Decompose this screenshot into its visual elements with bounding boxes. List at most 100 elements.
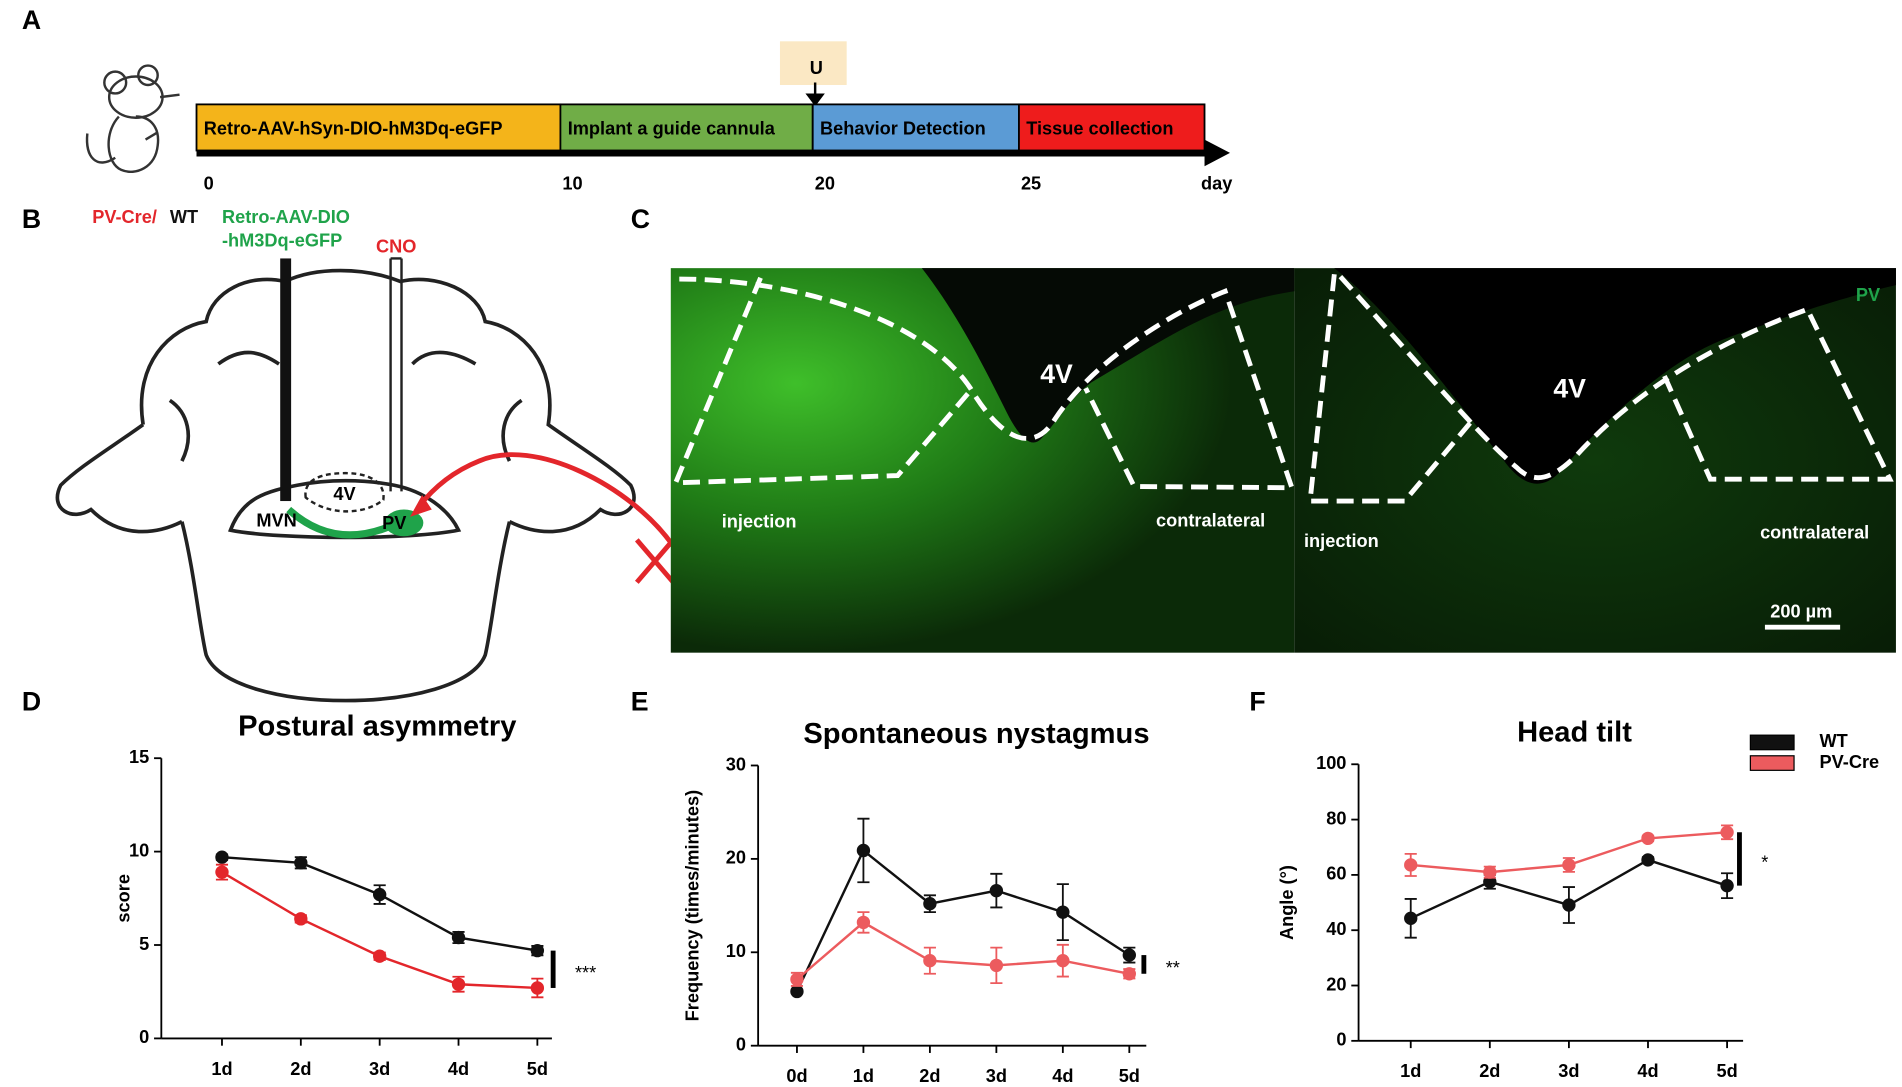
y-tick-label: 0 xyxy=(1336,1030,1346,1050)
data-point xyxy=(1483,865,1497,879)
legend-label: WT xyxy=(1820,731,1848,751)
data-point xyxy=(1404,858,1418,872)
timeline-tick: 0 xyxy=(204,173,214,193)
y-axis-label: Angle (°) xyxy=(1277,865,1297,940)
data-point xyxy=(451,977,466,991)
data-point xyxy=(1122,948,1136,962)
x-tick-label: 4d xyxy=(448,1059,469,1079)
data-point xyxy=(373,887,387,902)
x-tick-label: 5d xyxy=(527,1059,548,1079)
panel-letter: D xyxy=(22,687,41,717)
x-tick-label: 1d xyxy=(1400,1061,1421,1081)
data-point xyxy=(294,856,308,870)
pv-label: PV xyxy=(382,513,406,533)
virus-label: -hM3Dq-eGFP xyxy=(222,230,342,250)
data-point xyxy=(790,972,804,987)
y-tick-label: 15 xyxy=(129,747,149,767)
mouse-icon xyxy=(85,64,180,173)
segment-label: Behavior Detection xyxy=(820,119,986,139)
panel-letter: C xyxy=(631,204,650,234)
chart-title: Spontaneous nystagmus xyxy=(803,718,1149,750)
data-point xyxy=(1056,905,1070,919)
data-point xyxy=(856,843,871,858)
timeline-segment xyxy=(559,103,814,152)
injection-label: injection xyxy=(1304,531,1379,551)
ventricle-label: 4V xyxy=(1040,359,1073,389)
data-point xyxy=(215,865,229,879)
arrow-head xyxy=(1204,139,1230,167)
y-axis-label: Frequency (times/minutes) xyxy=(683,790,703,1021)
injection-label: injection xyxy=(722,512,797,532)
data-point xyxy=(1056,954,1070,968)
x-tick-label: 1d xyxy=(853,1066,874,1086)
cannula xyxy=(389,257,403,492)
y-tick-label: 0 xyxy=(736,1034,746,1054)
panel-letter: A xyxy=(22,5,41,35)
timeline-unit: day xyxy=(1201,173,1233,193)
scale-label: 200 µm xyxy=(1770,601,1832,621)
cross xyxy=(634,538,676,584)
data-point xyxy=(451,930,466,945)
timeline-tick: 20 xyxy=(815,173,835,193)
data-point xyxy=(1562,898,1576,912)
significance-label: *** xyxy=(575,963,596,983)
timeline-tick: 25 xyxy=(1021,173,1041,193)
series-line xyxy=(796,920,1130,981)
legend-label: PV-Cre xyxy=(1820,752,1880,772)
data-point xyxy=(923,954,937,968)
data-point xyxy=(1720,879,1734,893)
arrow-head xyxy=(409,494,432,517)
data-point xyxy=(790,984,804,999)
segment-label: Retro-AAV-hSyn-DIO-hM3Dq-eGFP xyxy=(204,119,503,139)
data-point xyxy=(989,883,1004,898)
x-tick-label: 5d xyxy=(1716,1061,1737,1081)
injection-needle xyxy=(280,258,292,502)
genotype-label: PV-Cre/ xyxy=(92,207,157,227)
channel-label: PV xyxy=(1856,285,1880,305)
y-tick-label: 30 xyxy=(726,754,746,774)
contralateral-label: contralateral xyxy=(1760,523,1869,543)
significance-label: ** xyxy=(1166,958,1180,978)
marker-label: U xyxy=(810,58,823,78)
y-tick-label: 80 xyxy=(1326,808,1346,828)
y-tick-label: 20 xyxy=(726,848,746,868)
virus-label: Retro-AAV-DIO xyxy=(222,207,350,227)
data-point xyxy=(1641,853,1655,867)
timeline: U day Retro-AAV-hSyn-DIO-hM3Dq-eGFP Impla… xyxy=(195,41,1233,193)
data-point xyxy=(530,981,545,995)
panel-letter: B xyxy=(22,204,41,234)
y-tick-label: 60 xyxy=(1326,864,1346,884)
x-tick-label: 3d xyxy=(1558,1061,1579,1081)
marker-box xyxy=(779,41,847,85)
roi-outline xyxy=(671,273,1894,504)
significance-label: * xyxy=(1761,853,1768,873)
micrograph: 4V injection contralateral 4V injection … xyxy=(670,268,1896,653)
series-line xyxy=(795,848,1130,993)
timeline-tick: 10 xyxy=(562,173,582,193)
data-point xyxy=(1404,911,1418,925)
data-point xyxy=(294,912,308,926)
data-point xyxy=(923,897,937,911)
y-tick-label: 40 xyxy=(1326,919,1346,939)
x-tick-label: 4d xyxy=(1637,1061,1658,1081)
ventricle-label: 4V xyxy=(333,484,355,504)
data-point xyxy=(989,958,1004,973)
drug-label: CNO xyxy=(376,236,416,256)
data-point xyxy=(1122,967,1136,981)
control-label: WT xyxy=(170,207,198,227)
brain-diagram: PV-Cre/ WT Retro-AAV-DIO -hM3Dq-eGFP CNO… xyxy=(55,207,676,703)
x-tick-label: 2d xyxy=(1479,1061,1500,1081)
x-tick-label: 3d xyxy=(986,1066,1007,1086)
legend-swatch xyxy=(1749,734,1795,751)
ventricle-label: 4V xyxy=(1553,374,1586,404)
x-tick-label: 0d xyxy=(786,1066,807,1086)
x-tick-label: 2d xyxy=(290,1059,311,1079)
segment-label: Implant a guide cannula xyxy=(568,119,776,139)
arrow xyxy=(416,452,676,548)
data-point xyxy=(373,949,387,963)
data-point xyxy=(1720,825,1734,839)
ventricle xyxy=(1334,268,1896,484)
mvn-label: MVN xyxy=(256,510,296,530)
data-point xyxy=(856,915,871,930)
